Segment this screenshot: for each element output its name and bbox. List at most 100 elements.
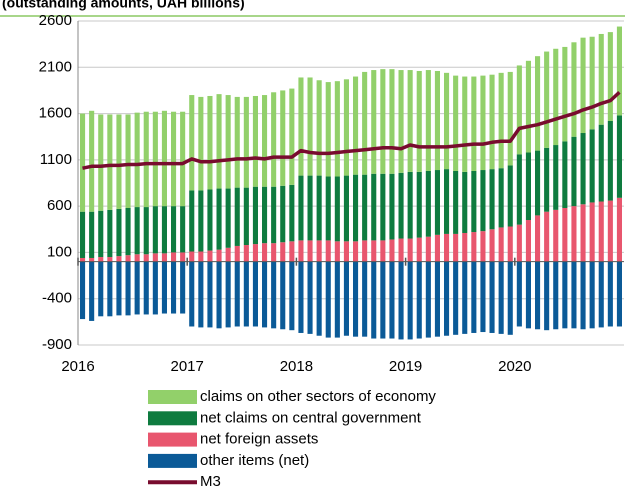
bar-segment <box>589 261 595 329</box>
bar-segment <box>89 257 95 262</box>
bar-segment <box>143 111 149 208</box>
bar-segment <box>134 261 140 315</box>
bar-segment <box>398 70 404 173</box>
bar-segment <box>453 233 459 262</box>
bar-segment <box>343 175 349 242</box>
bar-segment <box>525 60 531 153</box>
bar-segment <box>480 231 486 262</box>
bar-segment <box>425 170 431 237</box>
bar-segment <box>280 185 286 243</box>
bar-segment <box>498 72 504 169</box>
bar-segment <box>416 237 422 262</box>
bar-segment <box>343 79 349 176</box>
bar-segment <box>243 245 249 262</box>
bar-segment <box>362 174 368 241</box>
bar-segment <box>243 261 249 327</box>
bar-segment <box>298 77 304 176</box>
bar-segment <box>598 201 604 262</box>
bar-segment <box>535 215 541 262</box>
bar-segment <box>307 175 313 241</box>
legend-swatch <box>148 453 197 468</box>
bar-segment <box>589 36 595 130</box>
bar-segment <box>480 75 486 171</box>
bar-segment <box>180 111 186 207</box>
bar-segment <box>398 261 404 340</box>
bar-segment <box>416 70 422 172</box>
bar-segment <box>516 261 522 327</box>
bar-segment <box>116 256 122 262</box>
bar-segment <box>434 170 440 235</box>
bar-segment <box>498 168 504 228</box>
bar-segment <box>353 261 359 337</box>
bar-segment <box>271 243 277 262</box>
bar-segment <box>507 71 513 166</box>
bar-segment <box>125 114 131 208</box>
bar-segment <box>598 33 604 125</box>
bar-segment <box>189 251 195 262</box>
bar-segment <box>616 261 622 327</box>
bar-segment <box>198 190 204 252</box>
bar-segment <box>216 94 222 189</box>
bar-segment <box>380 261 386 339</box>
bar-segment <box>307 261 313 334</box>
bar-segment <box>316 175 322 241</box>
bar-segment <box>225 95 231 189</box>
bar-segment <box>362 71 368 175</box>
bar-segment <box>580 133 586 205</box>
bar-segment <box>525 220 531 262</box>
bar-segment <box>380 173 386 241</box>
bar-segment <box>107 261 113 317</box>
bar-segment <box>198 251 204 262</box>
bar-segment <box>380 69 386 174</box>
bar-segment <box>80 211 86 258</box>
bar-segment <box>289 88 295 185</box>
bar-segment <box>107 257 113 262</box>
bar-segment <box>262 243 268 262</box>
bar-segment <box>216 188 222 250</box>
bar-segment <box>280 90 286 186</box>
bar-segment <box>616 115 622 198</box>
bar-segment <box>535 56 541 151</box>
bar-segment <box>407 70 413 172</box>
y-tick-label: -400 <box>42 290 72 307</box>
bar-segment <box>553 261 559 330</box>
bar-segment <box>553 145 559 210</box>
bar-segment <box>243 187 249 246</box>
bar-segment <box>471 261 477 333</box>
bar-segment <box>416 171 422 238</box>
bar-segment <box>252 261 258 327</box>
bar-segment <box>598 261 604 328</box>
bar-segment <box>607 261 613 327</box>
bar-segment <box>171 111 177 207</box>
bar-segment <box>80 257 86 262</box>
bar-segment <box>498 261 504 334</box>
x-tick-label: 2018 <box>280 358 313 375</box>
bar-segment <box>544 147 550 212</box>
bar-segment <box>325 176 331 241</box>
bar-segment <box>535 261 541 330</box>
bar-segment <box>334 81 340 177</box>
bar-segment <box>252 244 258 262</box>
bar-segment <box>325 261 331 338</box>
legend-label: net foreign assets <box>200 431 318 448</box>
bar-segment <box>134 112 140 208</box>
bar-segment <box>207 261 213 328</box>
bar-segment <box>498 227 504 262</box>
bar-segment <box>298 261 304 333</box>
bar-segment <box>453 261 459 335</box>
bar-segment <box>143 261 149 315</box>
bar-segment <box>316 80 322 176</box>
bar-segment <box>425 261 431 338</box>
bar-segment <box>353 76 359 175</box>
bar-segment <box>589 129 595 203</box>
bar-segment <box>125 207 131 256</box>
bar-segment <box>407 238 413 262</box>
bar-segment <box>562 207 568 262</box>
bar-segment <box>516 154 522 225</box>
bar-segment <box>207 95 213 190</box>
bar-segment <box>252 95 258 187</box>
bar-segment <box>216 261 222 329</box>
bar-segment <box>161 206 167 254</box>
bar-segment <box>180 206 186 253</box>
